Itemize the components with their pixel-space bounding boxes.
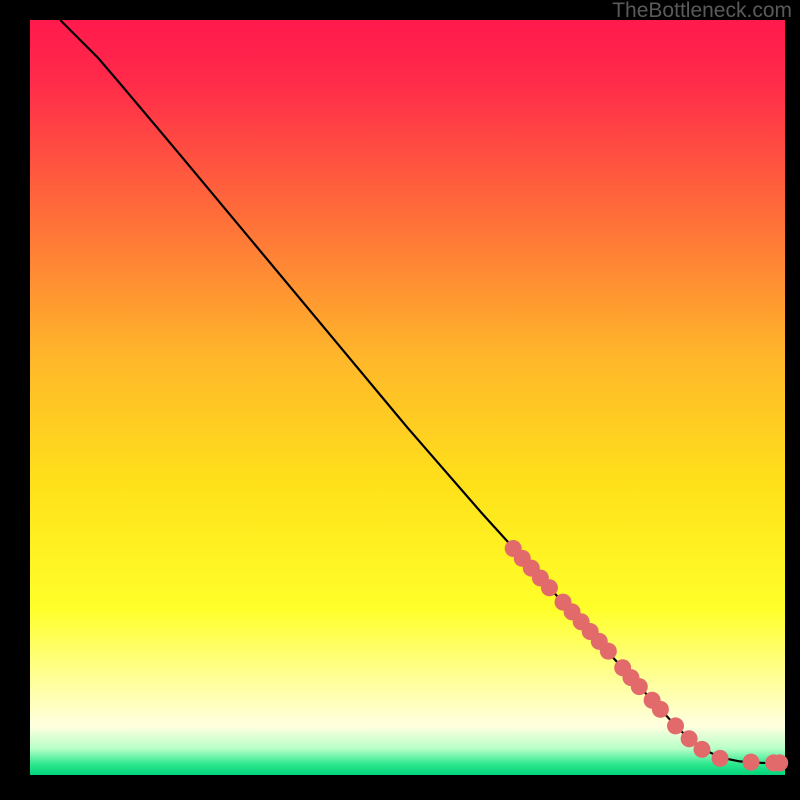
data-marker	[693, 741, 710, 758]
chart-root: TheBottleneck.com	[0, 0, 800, 800]
data-marker	[541, 579, 558, 596]
bottleneck-chart: TheBottleneck.com	[0, 0, 800, 800]
data-marker	[631, 678, 648, 695]
data-marker	[712, 750, 729, 767]
data-marker	[652, 701, 669, 718]
data-marker	[667, 717, 684, 734]
plot-background-gradient	[30, 20, 785, 775]
data-marker	[600, 643, 617, 660]
data-marker	[771, 754, 788, 771]
data-marker	[743, 754, 760, 771]
attribution-watermark: TheBottleneck.com	[612, 0, 792, 22]
